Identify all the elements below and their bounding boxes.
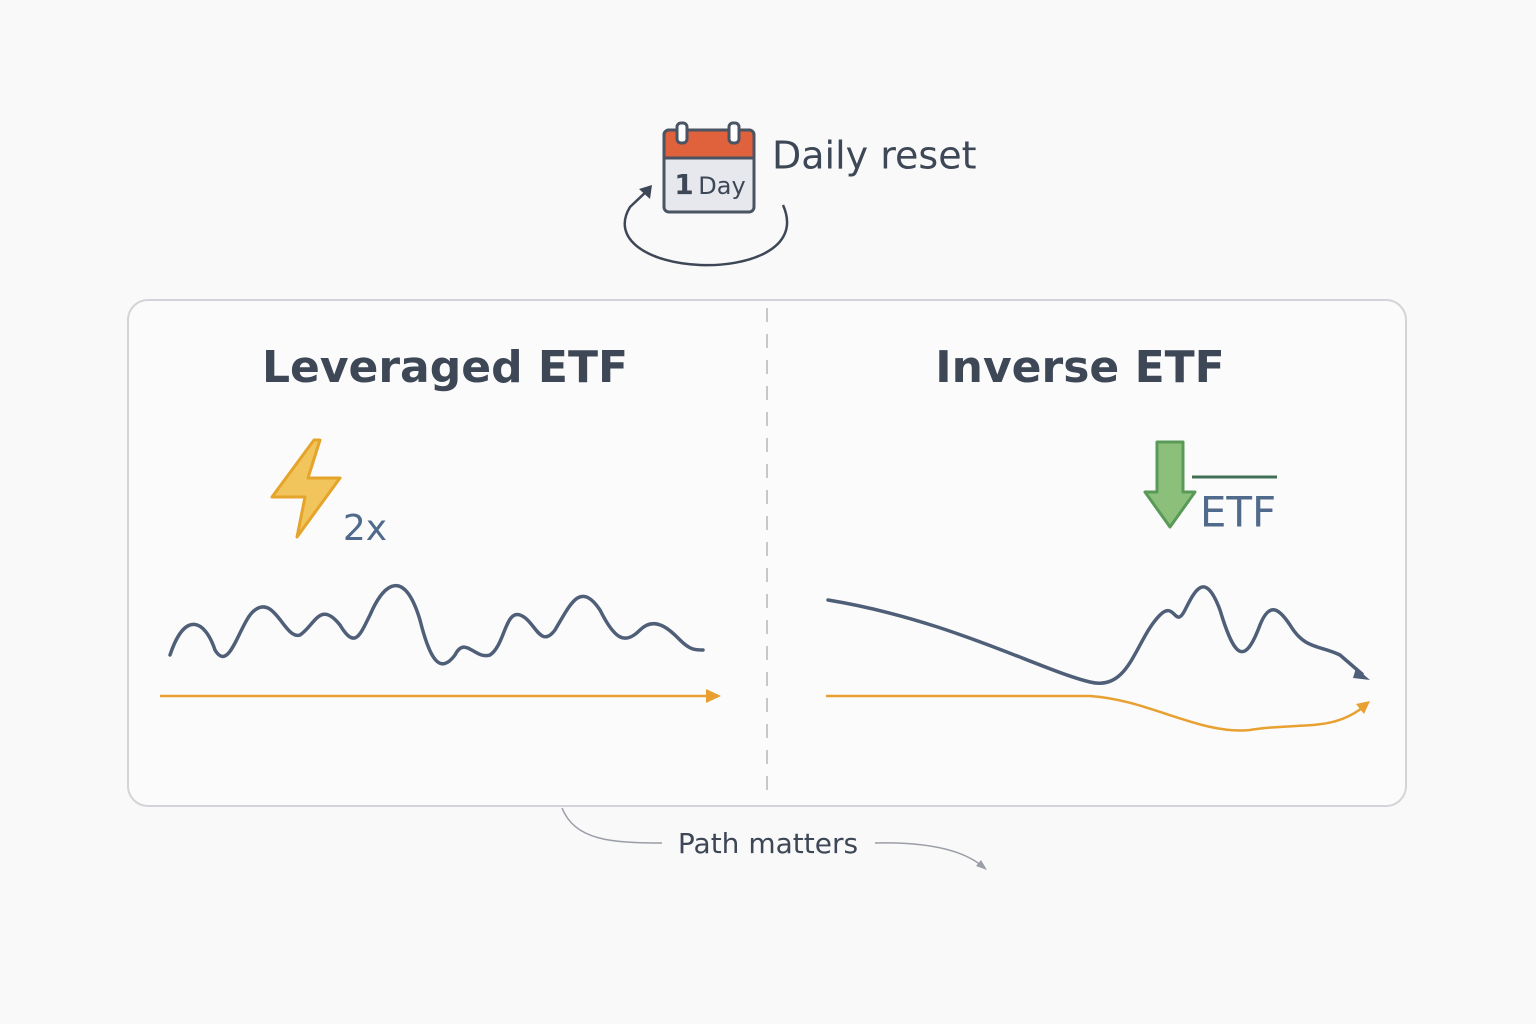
calendar-label: Day	[698, 172, 745, 200]
leverage-badge: 2x	[343, 508, 387, 549]
reset-label: Daily reset	[772, 134, 976, 178]
down-arrow-icon	[1143, 440, 1197, 529]
inverse-badge: ETF	[1200, 488, 1276, 537]
volatile-path	[168, 583, 705, 666]
inverse-arrowhead	[1353, 668, 1370, 680]
panel-title: Leveraged ETF	[262, 342, 628, 393]
reset-loop	[623, 189, 789, 267]
calendar-number: 1	[674, 168, 693, 201]
decay-line	[826, 694, 1363, 732]
footer-arrowhead	[976, 860, 987, 870]
footer-curve	[874, 842, 983, 867]
lightning-icon	[270, 438, 342, 539]
panel-title: Inverse ETF	[935, 342, 1224, 393]
inverse-path	[826, 585, 1364, 685]
trend-arrowhead	[706, 689, 721, 703]
decay-arrowhead	[1356, 701, 1370, 714]
footer-curve	[561, 807, 663, 844]
calendar-icon: 1 Day	[662, 121, 756, 214]
footer-label: Path matters	[678, 827, 858, 860]
reset-arrowhead	[639, 185, 652, 199]
